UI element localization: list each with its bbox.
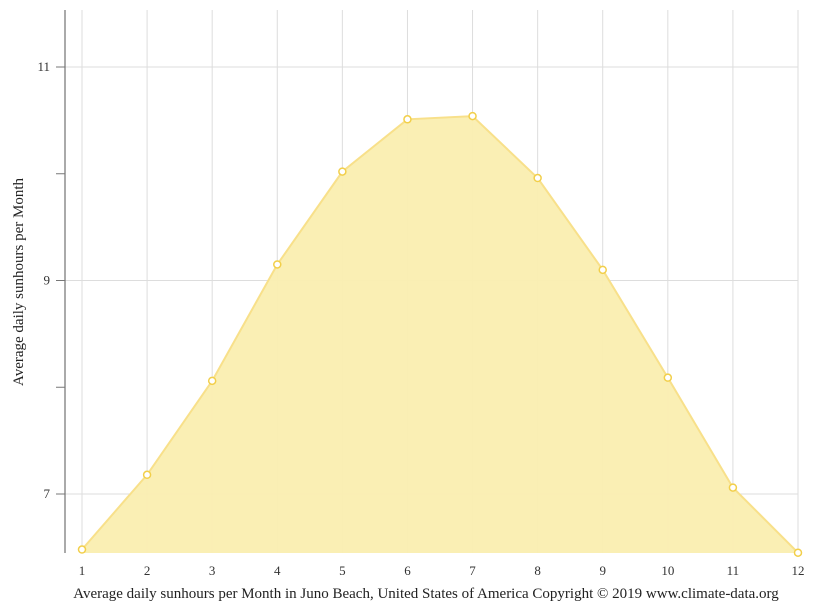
data-point-marker <box>207 376 217 386</box>
x-tick-label: 9 <box>599 563 606 578</box>
chart-caption: Average daily sunhours per Month in Juno… <box>73 586 779 602</box>
x-axis-ticks: 1 2 3 4 5 6 7 8 9 10 11 12 <box>79 563 805 578</box>
data-point-marker <box>273 260 282 269</box>
x-tick-label: 6 <box>404 563 411 578</box>
area-fill <box>82 116 798 553</box>
x-tick-label: 11 <box>727 563 740 578</box>
data-point-marker <box>728 483 738 492</box>
x-tick-label: 7 <box>469 563 476 578</box>
data-point-marker <box>793 548 803 557</box>
x-tick-label: 8 <box>534 563 541 578</box>
y-axis-label: Average daily sunhours per Month <box>11 178 27 387</box>
data-point-marker <box>468 111 477 121</box>
x-tick-label: 5 <box>339 563 346 578</box>
x-tick-label: 2 <box>144 563 151 578</box>
x-tick-label: 4 <box>274 563 281 578</box>
x-tick-label: 1 <box>79 563 86 578</box>
data-point-marker <box>77 545 87 554</box>
x-tick-label: 12 <box>792 563 805 578</box>
y-tick-label: 9 <box>44 273 51 288</box>
data-point-marker <box>142 470 152 480</box>
data-point-marker <box>533 173 542 183</box>
data-point-marker <box>338 167 347 176</box>
area-line <box>81 115 799 554</box>
data-markers <box>77 111 803 557</box>
y-axis-ticks: 7 9 11 <box>37 59 65 501</box>
data-point-marker <box>598 265 607 275</box>
data-point-marker <box>663 373 673 382</box>
y-tick-label: 11 <box>37 59 50 74</box>
y-tick-label: 7 <box>44 486 51 501</box>
x-tick-label: 10 <box>661 563 674 578</box>
x-tick-label: 3 <box>209 563 216 578</box>
data-point-marker <box>403 115 412 124</box>
